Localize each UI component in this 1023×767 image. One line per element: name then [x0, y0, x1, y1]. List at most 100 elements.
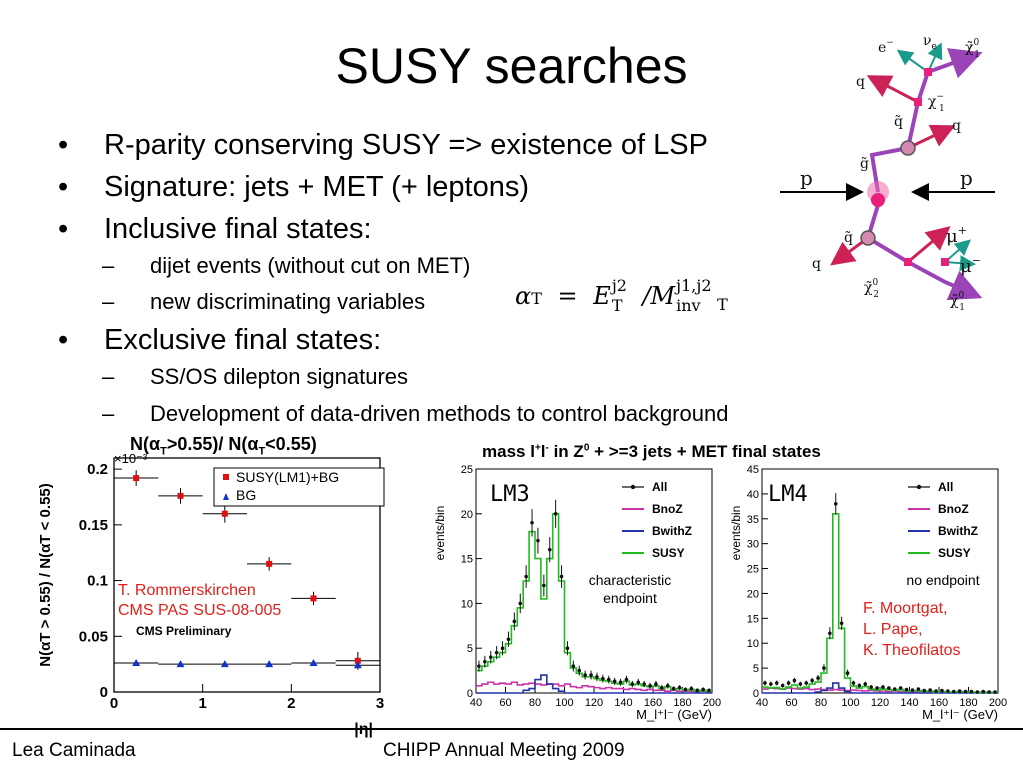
y-tick-label: 15 [747, 613, 759, 625]
all-point [665, 684, 670, 688]
legend-susy: SUSY [652, 546, 685, 560]
all-point [648, 684, 652, 688]
y-tick-label: 25 [747, 564, 759, 576]
y-tick-label: 5 [467, 643, 473, 655]
all-point [542, 583, 546, 588]
all-point [536, 538, 540, 543]
all-point [816, 676, 820, 680]
susy-point [266, 560, 273, 567]
series-bwithz-line [762, 682, 998, 694]
neutralino-bottom-label: χ̃0 1 [950, 291, 965, 313]
all-point [671, 686, 676, 691]
all-point [683, 687, 688, 692]
all-point [524, 574, 528, 579]
bg-point [132, 659, 141, 667]
all-point [946, 689, 950, 693]
susy-point [354, 657, 361, 664]
all-point [993, 690, 997, 694]
legend-marker-susy [223, 474, 229, 480]
lm4-mass-chart: 40 60 80 100 120 140 160 180 200 0 5 10 15 20 25 30 35 40… [729, 464, 1007, 722]
all-point [654, 682, 658, 686]
all-point [910, 688, 915, 692]
series-susy-line [476, 513, 712, 693]
muon-minus-label: μ− [960, 254, 981, 277]
x-tick-label: 180 [673, 697, 691, 709]
x-tick-label: 120 [585, 697, 603, 709]
legend-susy: SUSY [938, 546, 971, 560]
all-point [506, 637, 511, 642]
y-tick-label: 0 [467, 688, 473, 700]
all-point [477, 664, 481, 668]
sparticle-lines [865, 48, 983, 301]
all-point [606, 677, 611, 682]
y-tick-label: 15 [461, 554, 473, 566]
all-point [483, 659, 487, 664]
all-point [875, 686, 879, 690]
all-point [822, 666, 826, 670]
alpha-chart-title: N(αT>0.55)/ N(αT<0.55) [130, 434, 317, 458]
susy-point [133, 475, 140, 482]
all-point [845, 671, 850, 675]
footer-author: Lea Caminada [12, 740, 136, 761]
x-tick-label: 120 [871, 697, 889, 709]
all-point [869, 685, 873, 689]
quark-top-label: q [856, 74, 865, 90]
lm4-annotation: F. Moortgat, L. Pape, K. Theofilatos [863, 598, 961, 661]
muon-plus-label: μ+ [946, 224, 967, 247]
all-point [571, 664, 576, 668]
all-point [701, 687, 705, 692]
mass-charts-title: mass l+l- in Z0 + >=3 jets + MET final s… [482, 442, 821, 461]
all-point [695, 688, 700, 693]
legend-bwithz: BwithZ [652, 524, 692, 538]
legend-all: All [652, 480, 667, 494]
all-point [583, 673, 587, 677]
y-tick-label: 10 [461, 598, 473, 610]
y-tick-label: 0 [100, 684, 108, 701]
y-tick-label: 0 [753, 688, 759, 700]
cms-preliminary-label: CMS Preliminary [136, 624, 232, 638]
all-point [786, 681, 791, 685]
y-tick-label: 10 [747, 638, 759, 650]
x-tick-label: 200 [989, 697, 1007, 709]
x-tick-label: 60 [499, 697, 511, 709]
all-point [624, 677, 629, 682]
y-tick-label: 20 [747, 588, 759, 600]
all-point [630, 682, 635, 686]
susy-point [177, 492, 184, 499]
x-tick-label: 3 [376, 695, 384, 712]
all-point [981, 689, 986, 694]
all-point [780, 683, 785, 688]
squark-top-label: q̃ [894, 114, 903, 130]
all-point [892, 687, 897, 691]
x-tick-label: 160 [644, 697, 662, 709]
footer-divider [0, 728, 1023, 730]
x-axis-label: M_l⁺l⁻ (GeV) [922, 707, 998, 722]
x-axis-label: M_l⁺l⁻ (GeV) [636, 707, 712, 722]
all-point [601, 676, 605, 681]
gluino-label: g̃ [860, 156, 869, 172]
lm4-note: no endpoint [906, 572, 979, 588]
all-point [887, 686, 891, 690]
all-point [957, 689, 962, 693]
all-point [839, 621, 844, 626]
all-point [618, 680, 623, 685]
neutralino2-label: χ̃0 2 [864, 278, 879, 300]
bg-point [265, 660, 274, 668]
legend-bg: BG [236, 487, 256, 503]
y-tick-label: 35 [747, 514, 759, 526]
x-tick-label: 40 [756, 697, 768, 709]
y-tick-label: 0.2 [87, 461, 108, 478]
x-tick-label: 1 [198, 695, 206, 712]
all-point [963, 689, 968, 694]
lm3-label: LM3 [490, 482, 530, 507]
legend-dot-all [916, 484, 922, 490]
all-point [934, 689, 938, 693]
all-point [833, 502, 838, 506]
x-tick-label: 180 [959, 697, 977, 709]
y-axis-label: N(αT > 0.55) / N(αT < 0.55) [37, 483, 54, 667]
y-tick-label: 30 [747, 539, 759, 551]
all-point [774, 681, 779, 685]
all-point [512, 619, 517, 624]
all-point [898, 686, 903, 690]
x-tick-label: 80 [815, 697, 827, 709]
